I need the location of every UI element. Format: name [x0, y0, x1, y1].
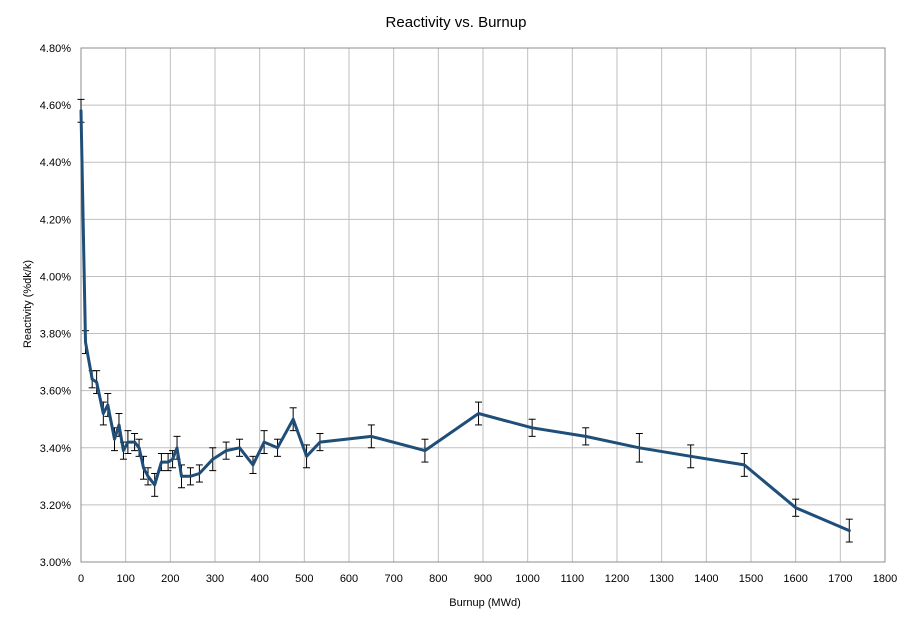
y-tick-label: 4.00%: [40, 271, 71, 283]
y-tick-label: 4.60%: [40, 100, 71, 112]
x-tick-label: 100: [116, 573, 134, 585]
x-tick-label: 600: [340, 573, 358, 585]
y-tick-label: 4.20%: [40, 214, 71, 226]
x-tick-label: 200: [161, 573, 179, 585]
x-tick-label: 1600: [783, 573, 807, 585]
x-tick-label: 300: [206, 573, 224, 585]
x-tick-label: 800: [429, 573, 447, 585]
x-tick-label: 1700: [828, 573, 852, 585]
series-line: [79, 109, 851, 533]
y-tick-label: 3.20%: [40, 500, 71, 512]
y-axis-label: Reactivity (%dk/k): [22, 260, 34, 348]
x-tick-label: 1500: [739, 573, 763, 585]
x-tick-label: 400: [250, 573, 268, 585]
y-tick-label: 4.40%: [40, 157, 71, 169]
y-tick-label: 3.60%: [40, 386, 71, 398]
x-tick-label: 500: [295, 573, 313, 585]
x-tick-label: 1000: [515, 573, 539, 585]
y-tick-labels: 3.00% 3.20% 3.40% 3.60% 3.80% 4.00% 4.20% 4.40%…: [40, 43, 71, 569]
x-tick-label: 900: [474, 573, 492, 585]
y-tick-label: 4.80%: [40, 43, 71, 55]
x-tick-label: 1200: [605, 573, 629, 585]
y-tick-label: 3.80%: [40, 329, 71, 341]
plot-border: [80, 47, 886, 563]
y-tick-label: 3.40%: [40, 443, 71, 455]
x-tick-label: 1800: [873, 573, 897, 585]
x-tick-label: 700: [384, 573, 402, 585]
x-axis-label: Burnup (MWd): [449, 597, 521, 609]
x-tick-label: 1100: [561, 573, 585, 585]
x-tick-labels: 0 100 200 300 400 500 600 700 800 900 1000 1100 1200…: [78, 573, 897, 585]
grid: [81, 48, 885, 562]
x-tick-label: 0: [78, 573, 84, 585]
chart-title: Reactivity vs. Burnup: [386, 14, 527, 31]
y-tick-label: 3.00%: [40, 557, 71, 569]
x-tick-label: 1400: [694, 573, 718, 585]
x-tick-label: 1300: [649, 573, 673, 585]
